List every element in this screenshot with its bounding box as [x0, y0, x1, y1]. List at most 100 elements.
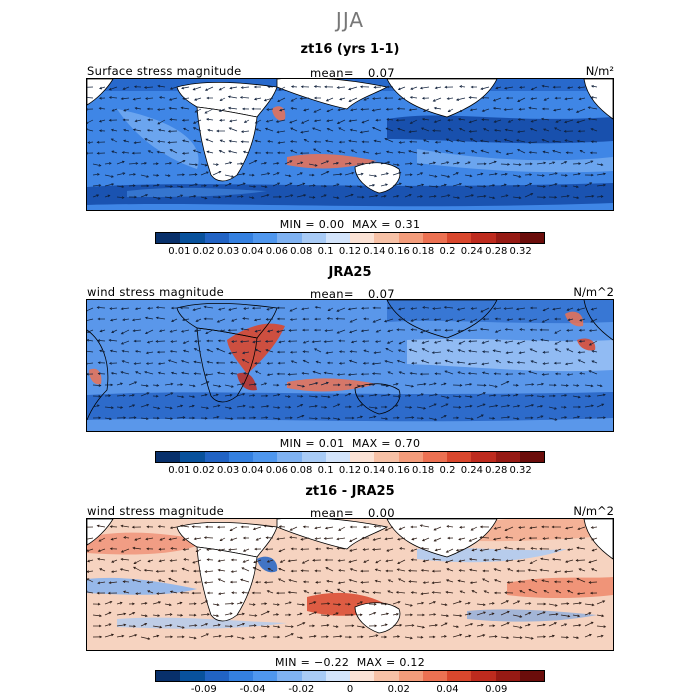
wind-vector-head — [507, 120, 511, 123]
wind-vector-head — [302, 384, 306, 388]
wind-vector-arrow — [423, 559, 430, 562]
wind-vector-arrow — [488, 612, 495, 616]
wind-vector-arrow — [277, 97, 286, 102]
wind-vector-arrow — [565, 526, 574, 529]
wind-vector-arrow — [332, 196, 339, 199]
wind-vector-arrow — [314, 348, 322, 353]
wind-vector-arrow — [253, 526, 262, 530]
colorbar-tick-label: 0.12 — [338, 246, 362, 257]
wind-vector-head — [325, 567, 329, 570]
wind-vector-head — [457, 349, 461, 352]
wind-vector-head — [180, 359, 184, 363]
wind-vector-head — [158, 579, 162, 582]
wind-vector-arrow — [183, 548, 190, 551]
wind-vector-head — [458, 600, 462, 604]
colorbar-swatch — [180, 671, 205, 681]
wind-vector-arrow — [452, 395, 461, 398]
wind-vector-head — [240, 130, 244, 134]
wind-vector-head — [206, 381, 210, 384]
wind-vector-arrow — [228, 307, 238, 311]
wind-vector-head — [216, 603, 220, 607]
wind-vector-head — [554, 331, 558, 334]
panel-1-field-label: Surface stress magnitude — [87, 64, 242, 78]
wind-vector-arrow — [459, 559, 466, 562]
wind-vector-arrow — [132, 547, 142, 550]
wind-vector-arrow — [428, 601, 436, 605]
wind-vector-head — [313, 328, 317, 332]
wind-vector-head — [468, 612, 472, 616]
wind-vector-head — [363, 98, 367, 101]
wind-vector-head — [433, 318, 437, 322]
wind-vector-arrow — [464, 635, 471, 638]
wind-vector-arrow — [116, 196, 124, 199]
wind-vector-head — [277, 151, 280, 155]
wind-vector-arrow — [505, 340, 514, 344]
wind-vector-arrow — [350, 108, 358, 111]
wind-vector-head — [519, 636, 523, 640]
wind-vector-arrow — [218, 548, 226, 551]
wind-vector-arrow — [224, 417, 233, 420]
wind-vector-head — [337, 588, 340, 592]
wind-vector-head — [387, 393, 391, 397]
wind-vector-arrow — [517, 149, 526, 154]
wind-vector-head — [253, 85, 257, 89]
wind-vector-arrow — [372, 362, 382, 365]
wind-vector-arrow — [164, 174, 171, 177]
wind-vector-arrow — [135, 307, 142, 310]
wind-vector-head — [455, 98, 459, 101]
wind-vector-arrow — [111, 559, 118, 563]
wind-vector-head — [98, 163, 102, 167]
wind-vector-head — [459, 85, 463, 88]
wind-vector-arrow — [87, 329, 94, 333]
wind-vector-head — [277, 361, 281, 365]
wind-vector-arrow — [212, 614, 219, 617]
wind-vector-head — [338, 339, 342, 343]
wind-vector-head — [157, 525, 161, 528]
wind-vector-head — [516, 341, 520, 345]
wind-vector-arrow — [531, 547, 538, 550]
wind-vector-head — [507, 568, 511, 571]
wind-vector-arrow — [356, 625, 365, 628]
wind-vector-arrow — [541, 118, 550, 121]
wind-vector-head — [419, 524, 423, 527]
wind-vector-head — [206, 548, 210, 551]
wind-vector-arrow — [140, 623, 147, 627]
wind-vector-head — [565, 526, 568, 530]
wind-vector-head — [577, 172, 581, 176]
wind-vector-head — [493, 128, 497, 132]
wind-vector-head — [577, 359, 581, 362]
wind-vector-head — [155, 316, 159, 320]
wind-vector-arrow — [348, 97, 358, 102]
wind-vector-arrow — [375, 340, 382, 343]
wind-vector-head — [267, 85, 271, 89]
wind-vector-head — [387, 590, 391, 593]
wind-vector-head — [349, 568, 353, 571]
wind-vector-head — [315, 580, 319, 584]
wind-vector-head — [132, 602, 135, 606]
wind-vector-arrow — [253, 567, 262, 572]
wind-vector-arrow — [504, 139, 514, 143]
wind-vector-head — [87, 578, 90, 581]
wind-vector-arrow — [572, 185, 579, 188]
wind-vector-head — [252, 636, 256, 639]
wind-vector-head — [277, 99, 281, 103]
wind-vector-arrow — [278, 86, 286, 91]
wind-vector-head — [395, 404, 399, 408]
wind-vector-head — [278, 340, 282, 344]
wind-vector-arrow — [496, 360, 502, 364]
wind-vector-head — [110, 406, 114, 410]
wind-vector-head — [420, 568, 424, 572]
wind-vector-arrow — [290, 526, 298, 531]
wind-vector-arrow — [421, 318, 430, 321]
wind-vector-head — [516, 559, 520, 563]
panel-2-colorbar-ticks: 0.01 0.02 0.03 0.04 0.06 0.08 0.1 0.12 0.14 0.16 0… — [155, 465, 545, 479]
wind-vector-head — [409, 96, 413, 99]
wind-vector-head — [288, 613, 292, 617]
wind-vector-head — [543, 590, 547, 593]
wind-vector-arrow — [380, 384, 389, 387]
wind-vector-head — [338, 127, 342, 130]
wind-vector-arrow — [591, 96, 598, 99]
wind-vector-head — [470, 528, 474, 531]
wind-vector-arrow — [267, 140, 274, 143]
wind-vector-head — [181, 626, 185, 629]
